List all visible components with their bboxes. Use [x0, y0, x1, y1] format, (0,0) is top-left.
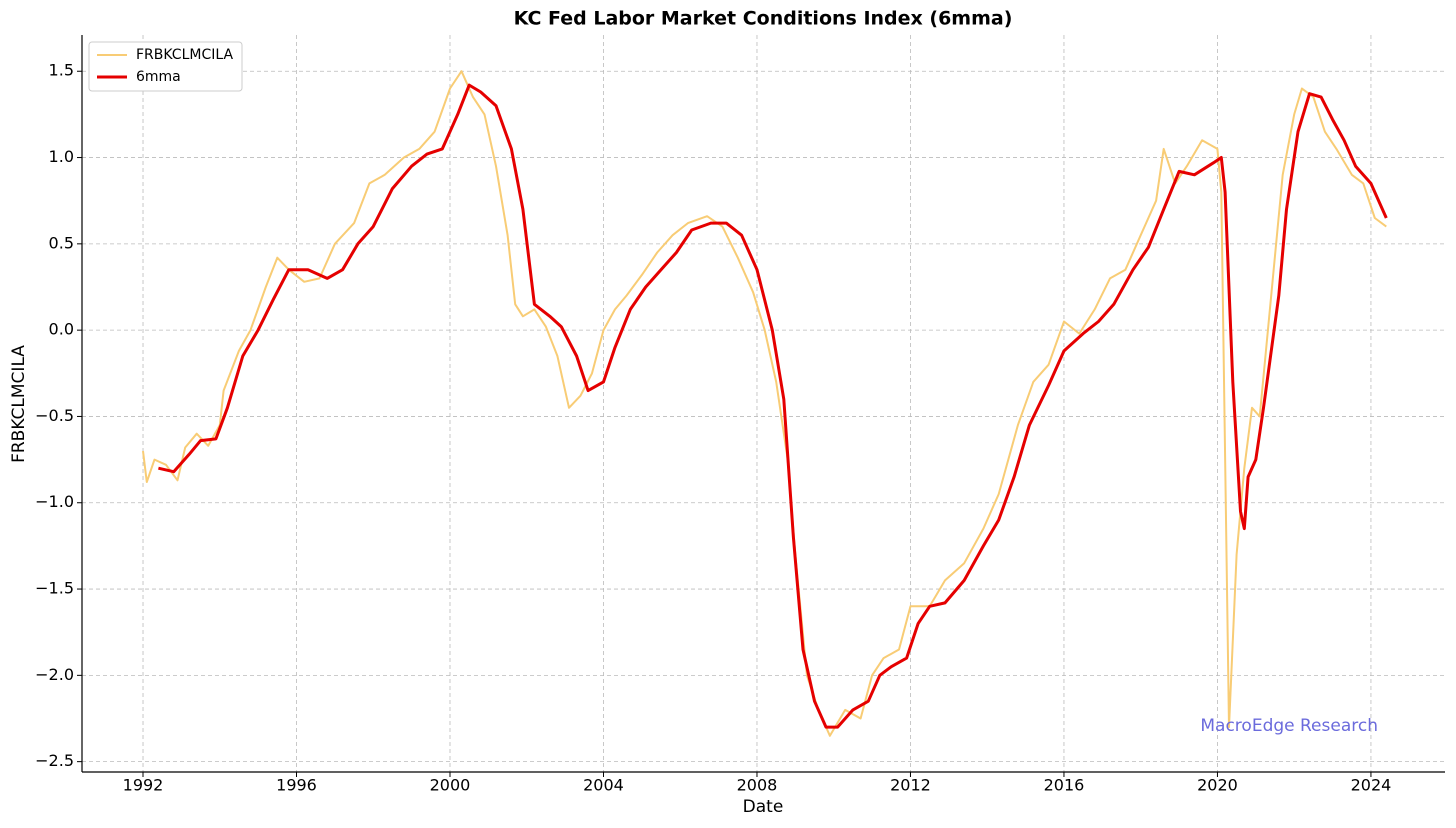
- watermark: MacroEdge Research: [1200, 716, 1378, 736]
- legend-label: FRBKCLMCILA: [136, 47, 233, 63]
- y-tick-label: −2.0: [35, 665, 74, 684]
- x-tick-label: 2024: [1351, 776, 1392, 795]
- y-tick-label: −0.5: [35, 406, 74, 425]
- x-tick-label: 2012: [890, 776, 931, 795]
- y-tick-label: 1.0: [49, 147, 74, 166]
- x-tick-label: 1992: [123, 776, 164, 795]
- x-tick-label: 2000: [430, 776, 471, 795]
- y-tick-label: −1.0: [35, 492, 74, 511]
- x-tick-label: 2008: [737, 776, 778, 795]
- line-series: [158, 83, 1388, 729]
- y-tick-label: −1.5: [35, 579, 74, 598]
- x-tick-label: 2004: [583, 776, 624, 795]
- chart-title: KC Fed Labor Market Conditions Index (6m…: [514, 8, 1013, 30]
- y-axis-label: FRBKCLMCILA: [9, 345, 29, 463]
- x-axis-label: Date: [743, 797, 784, 817]
- legend-box: [88, 41, 243, 92]
- x-tick-label: 2020: [1197, 776, 1238, 795]
- line-series: [142, 70, 1387, 737]
- y-tick-label: 0.0: [49, 320, 74, 339]
- x-tick-label: 2016: [1044, 776, 1085, 795]
- y-tick-label: 0.5: [49, 233, 74, 252]
- y-tick-label: 1.5: [49, 61, 74, 80]
- y-tick-label: −2.5: [35, 751, 74, 770]
- x-tick-label: 1996: [276, 776, 317, 795]
- legend-label: 6mma: [136, 69, 181, 85]
